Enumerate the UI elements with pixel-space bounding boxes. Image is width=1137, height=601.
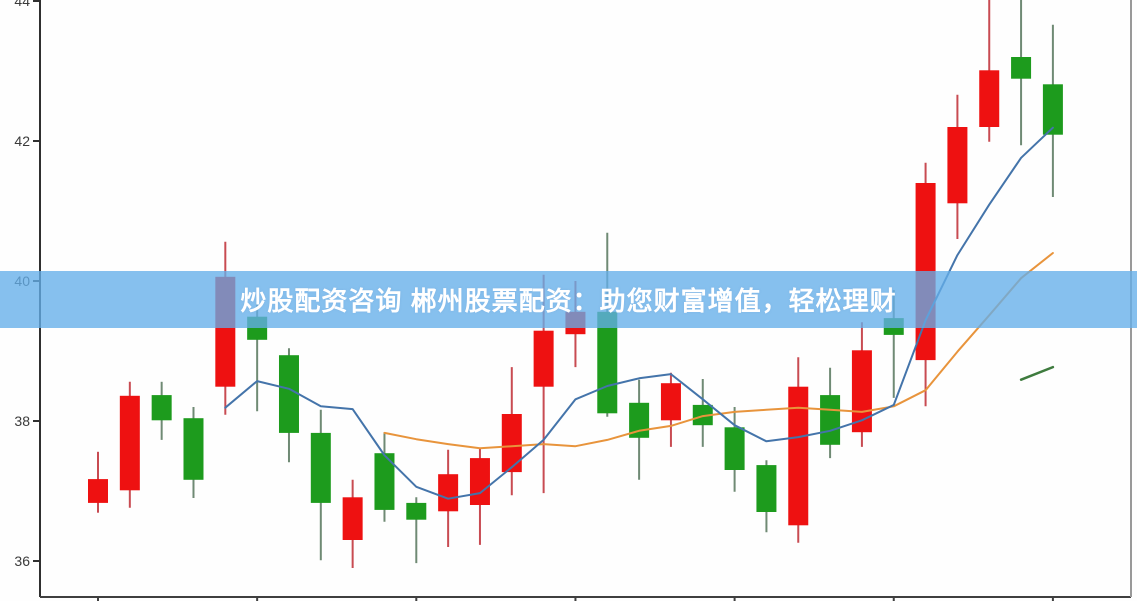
candle-body-up — [979, 70, 1000, 127]
candle-body-down — [756, 465, 777, 512]
candle-body-down — [692, 404, 713, 426]
candle-body-up — [660, 383, 681, 421]
candle-body-up — [342, 497, 363, 540]
candle-body-down — [1042, 84, 1063, 135]
y-tick-label: 42 — [14, 133, 30, 149]
y-tick-label: 38 — [14, 413, 30, 429]
promo-banner-text: 炒股配资咨询 郴州股票配资：助您财富增值，轻松理财 — [240, 286, 897, 316]
candle-body-down — [183, 418, 204, 480]
candle-body-up — [947, 127, 968, 204]
candle-body-down — [151, 395, 172, 421]
ma20-line — [1019, 365, 1055, 381]
candle-body-down — [406, 502, 427, 520]
candle-body-down — [374, 453, 395, 510]
candle-body-up — [438, 474, 459, 512]
ma10-line — [383, 252, 1054, 450]
candle-body-up — [533, 330, 554, 387]
candle-body-up — [88, 479, 108, 503]
candle-body-down — [278, 355, 299, 433]
y-tick-label: 44 — [14, 0, 30, 9]
candle-body-up — [119, 395, 140, 491]
candle-body-down — [820, 395, 841, 445]
candle-body-up — [469, 458, 490, 505]
candle-body-up — [788, 386, 809, 526]
candle-body-down — [1011, 57, 1032, 79]
candle-body-down — [724, 427, 745, 470]
y-tick-label: 36 — [14, 553, 30, 569]
ma5-line — [224, 126, 1054, 500]
candle-body-down — [310, 432, 331, 503]
candle-body-up — [501, 414, 522, 473]
promo-banner[interactable]: 炒股配资咨询 郴州股票配资：助您财富增值，轻松理财 — [0, 271, 1137, 328]
